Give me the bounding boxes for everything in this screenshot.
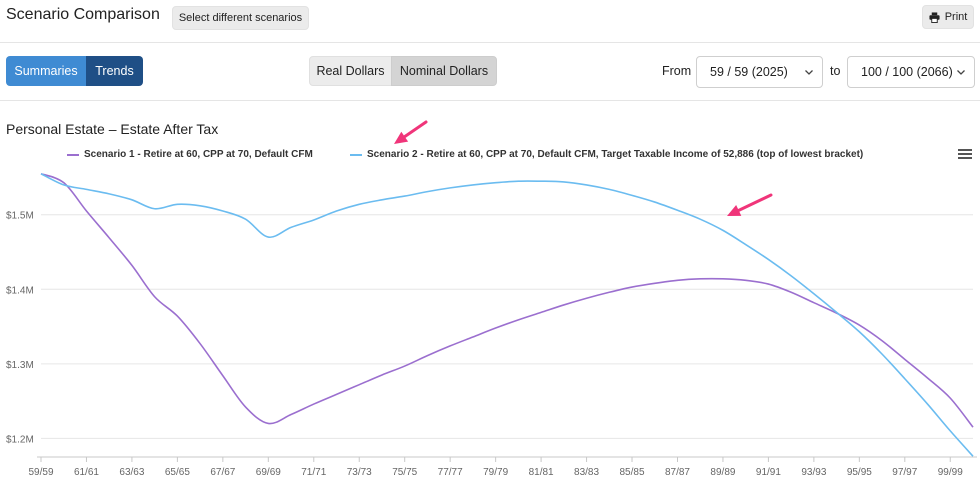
x-tick-label: 69/69	[256, 467, 281, 478]
x-tick-label: 81/81	[529, 467, 554, 478]
x-tick-label: 59/59	[28, 467, 53, 478]
x-tick-label: 89/89	[710, 467, 735, 478]
x-tick-label: 83/83	[574, 467, 599, 478]
y-tick-label: $1.5M	[6, 211, 34, 222]
arrow-icon	[727, 195, 771, 216]
y-tick-label: $1.2M	[6, 434, 34, 445]
x-tick-label: 99/99	[938, 467, 963, 478]
x-tick-label: 63/63	[119, 467, 144, 478]
x-tick-label: 75/75	[392, 467, 417, 478]
x-tick-label: 73/73	[347, 467, 372, 478]
y-tick-label: $1.3M	[6, 360, 34, 371]
x-tick-label: 97/97	[892, 467, 917, 478]
x-tick-label: 71/71	[301, 467, 326, 478]
x-tick-label: 87/87	[665, 467, 690, 478]
x-tick-label: 93/93	[801, 467, 826, 478]
arrow-icon	[394, 122, 426, 144]
x-tick-label: 91/91	[756, 467, 781, 478]
series-line-scenario-2[interactable]	[41, 174, 973, 457]
x-tick-label: 79/79	[483, 467, 508, 478]
x-tick-label: 61/61	[74, 467, 99, 478]
y-tick-label: $1.4M	[6, 285, 34, 296]
x-tick-label: 85/85	[620, 467, 645, 478]
x-tick-label: 95/95	[847, 467, 872, 478]
series-line-scenario-1[interactable]	[41, 174, 973, 427]
annotation-arrows	[394, 122, 771, 216]
x-tick-label: 77/77	[438, 467, 463, 478]
x-tick-label: 65/65	[165, 467, 190, 478]
x-tick-label: 67/67	[210, 467, 235, 478]
